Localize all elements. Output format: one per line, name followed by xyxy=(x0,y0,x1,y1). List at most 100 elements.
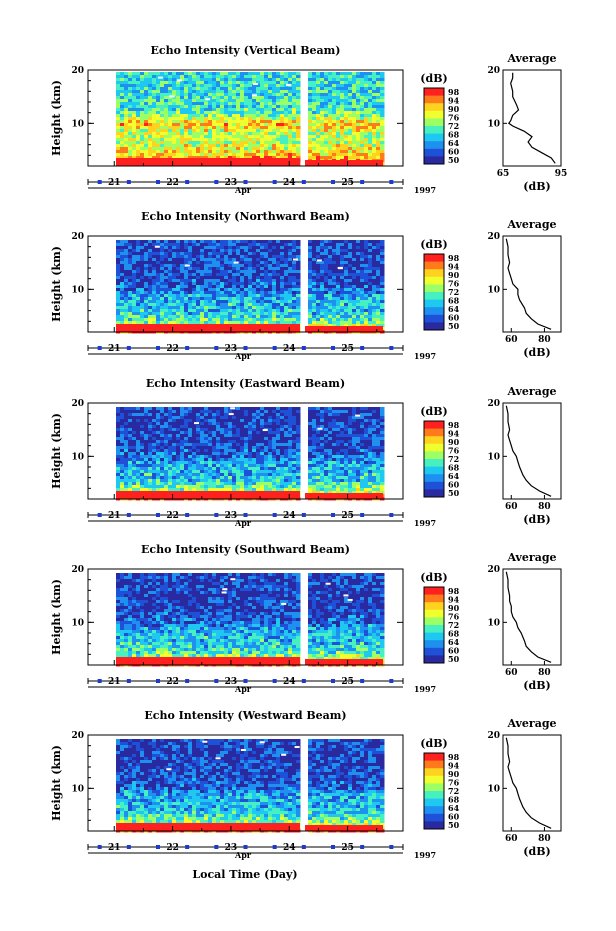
heatmap-cell xyxy=(124,81,129,85)
heatmap-cell xyxy=(208,261,213,265)
heatmap-cell xyxy=(372,111,377,115)
heatmap-cell xyxy=(360,422,365,426)
heatmap-cell xyxy=(208,105,213,109)
heatmap-cell xyxy=(128,120,133,124)
heatmap-cell xyxy=(172,273,177,277)
colorbar-swatch xyxy=(424,314,444,323)
heatmap-cell xyxy=(272,285,277,289)
heatmap-cell xyxy=(372,303,377,307)
heatmap-cell xyxy=(340,126,345,130)
heatmap-cell xyxy=(144,114,149,118)
heatmap-cell xyxy=(252,407,257,411)
heatmap-cell xyxy=(220,312,225,316)
heatmap-cell xyxy=(140,243,145,247)
heatmap-cell xyxy=(148,153,153,157)
heatmap-cell xyxy=(360,249,365,253)
heatmap-cell xyxy=(252,96,257,100)
heatmap-cell xyxy=(264,279,269,283)
heatmap-cell xyxy=(188,240,193,244)
heatmap-cell xyxy=(236,437,241,441)
heatmap-cell xyxy=(336,141,341,145)
heatmap-cell xyxy=(216,407,221,411)
heatmap-cell xyxy=(372,413,377,417)
heatmap-cell xyxy=(240,428,245,432)
heatmap-cell xyxy=(208,306,213,310)
heatmap-cell xyxy=(276,437,281,441)
heatmap-cell xyxy=(144,315,149,319)
heatmap-cell xyxy=(360,303,365,307)
heatmap-cell xyxy=(216,261,221,265)
heatmap-cell xyxy=(228,99,233,103)
heatmap-cell xyxy=(312,123,317,127)
heatmap-cell xyxy=(324,147,329,151)
heatmap-cell xyxy=(216,416,221,420)
heatmap-cell xyxy=(188,413,193,417)
heatmap-cell xyxy=(180,135,185,139)
heatmap-cell xyxy=(332,306,337,310)
heatmap-cell xyxy=(160,279,165,283)
heatmap-cell xyxy=(196,135,201,139)
heatmap-cell xyxy=(368,150,373,154)
heatmap-cell xyxy=(308,255,313,259)
heatmap-cell xyxy=(372,150,377,154)
heatmap-cell xyxy=(236,129,241,133)
heatmap-cell xyxy=(116,72,121,76)
heatmap-cell xyxy=(380,147,385,151)
heatmap-cell xyxy=(236,90,241,94)
heatmap-cell xyxy=(216,309,221,313)
heatmap-cell xyxy=(360,258,365,262)
heatmap-cell xyxy=(196,407,201,411)
heatmap-cell xyxy=(316,252,321,256)
heatmap-cell xyxy=(288,105,293,109)
heatmap-cell xyxy=(272,261,277,265)
heatmap-cell xyxy=(192,84,197,88)
heatmap-cell xyxy=(288,243,293,247)
heatmap-cell xyxy=(220,240,225,244)
heatmap-cell xyxy=(184,315,189,319)
heatmap-cell xyxy=(220,249,225,253)
heatmap-cell xyxy=(180,279,185,283)
heatmap-cell xyxy=(120,428,125,432)
heatmap-cell xyxy=(352,300,357,304)
heatmap-cell xyxy=(176,422,181,426)
heatmap-cell xyxy=(324,117,329,121)
heatmap-cell xyxy=(132,407,137,411)
heatmap-cell xyxy=(332,428,337,432)
heatmap-cell xyxy=(160,288,165,292)
heatmap-cell xyxy=(340,102,345,106)
heatmap-cell xyxy=(372,416,377,420)
heatmap-cell xyxy=(316,318,321,322)
heatmap-cell xyxy=(376,267,381,271)
heatmap-cell xyxy=(160,261,165,265)
heatmap-cell xyxy=(308,306,313,310)
heatmap-cell xyxy=(256,144,261,148)
heatmap-cell xyxy=(348,102,353,106)
heatmap-cell xyxy=(152,144,157,148)
heatmap-cell xyxy=(148,440,153,444)
heatmap-cell xyxy=(264,255,269,259)
heatmap-cell xyxy=(324,294,329,298)
heatmap-cell xyxy=(360,413,365,417)
heatmap-cell xyxy=(184,99,189,103)
heatmap-cell xyxy=(252,117,257,121)
heatmap-cell xyxy=(356,300,361,304)
heatmap-cell xyxy=(284,419,289,423)
heatmap-cell xyxy=(180,312,185,316)
heatmap-cell xyxy=(188,410,193,414)
heatmap-cell xyxy=(244,108,249,112)
heatmap-cell xyxy=(176,129,181,133)
heatmap-cell xyxy=(360,267,365,271)
heatmap-cell xyxy=(236,440,241,444)
heatmap-cell xyxy=(196,321,201,325)
heatmap-cell xyxy=(276,258,281,262)
heatmap-cell xyxy=(280,123,285,127)
heatmap-cell xyxy=(140,72,145,76)
heatmap-cell xyxy=(328,156,333,160)
heatmap-cell xyxy=(252,84,257,88)
heatmap-cell xyxy=(184,96,189,100)
heatmap-cell xyxy=(276,120,281,124)
heatmap-cell xyxy=(256,252,261,256)
heatmap-cell xyxy=(128,258,133,262)
heatmap-cell xyxy=(284,132,289,136)
heatmap-cell xyxy=(312,255,317,259)
